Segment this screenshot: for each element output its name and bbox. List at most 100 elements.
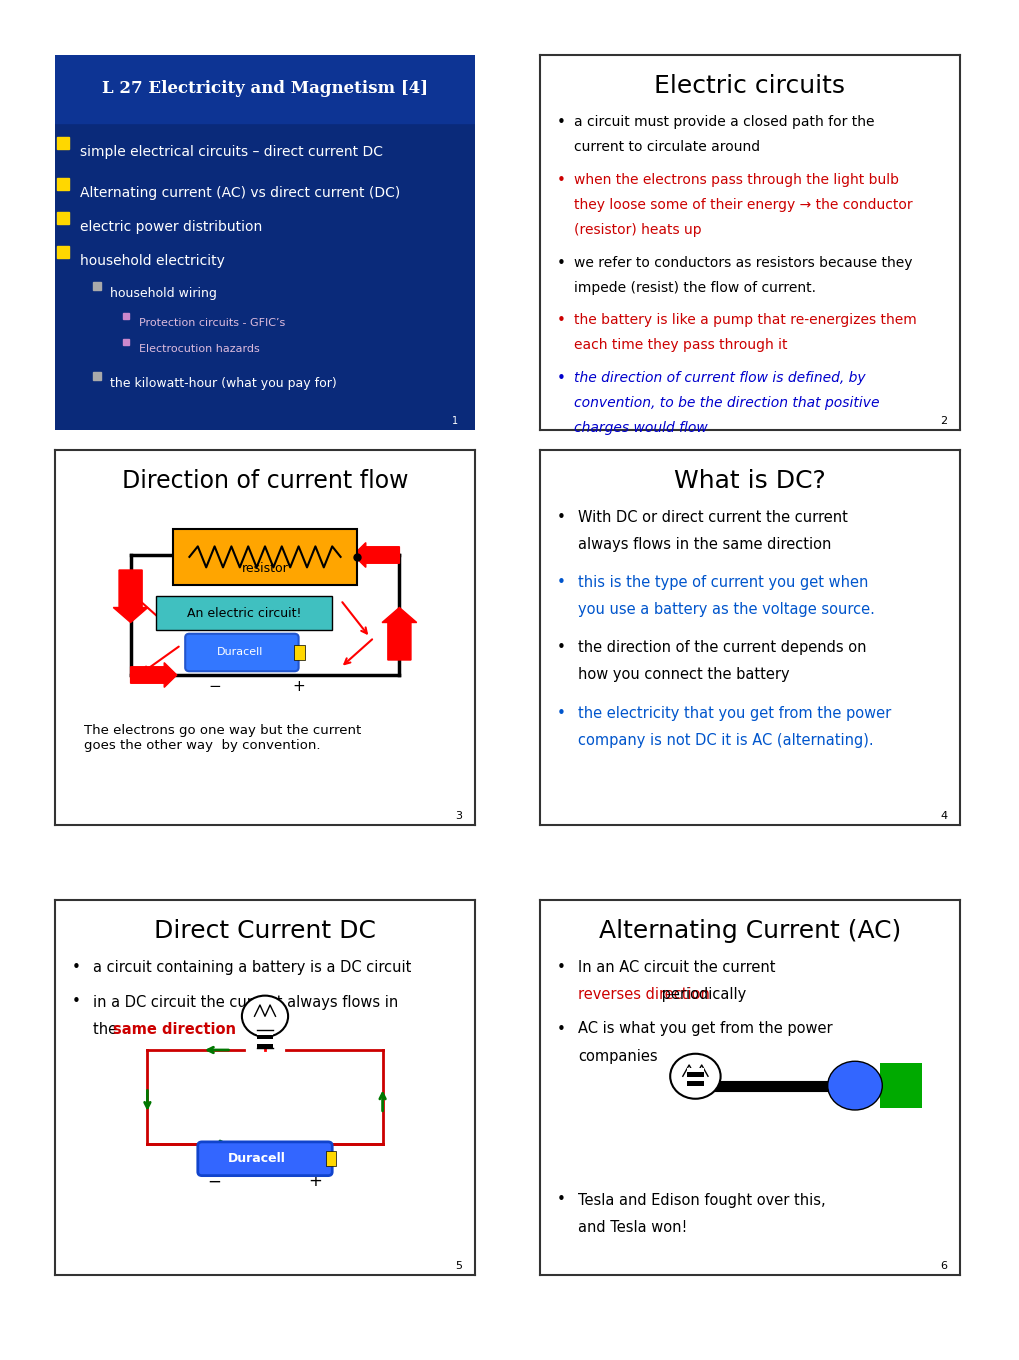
FancyArrow shape: [130, 662, 176, 687]
Text: −: −: [208, 679, 221, 694]
Text: 2: 2: [940, 416, 947, 426]
Text: companies: companies: [577, 1049, 657, 1064]
Text: Electrocution hazards: Electrocution hazards: [139, 344, 260, 354]
Text: •: •: [556, 706, 565, 721]
Text: electron flow.: electron flow.: [573, 479, 666, 494]
Bar: [257, 1039, 273, 1043]
Text: always flows in the same direction: always flows in the same direction: [577, 537, 830, 552]
Text: a circuit must provide a closed path for the: a circuit must provide a closed path for…: [573, 116, 873, 129]
Text: resistor: resistor: [242, 562, 288, 575]
Text: how you connect the battery: how you connect the battery: [577, 668, 789, 683]
FancyBboxPatch shape: [198, 1142, 332, 1175]
Text: reverses direction: reverses direction: [577, 987, 709, 1002]
Text: An electric circuit!: An electric circuit!: [186, 607, 301, 620]
Text: each time they pass through it: each time they pass through it: [573, 339, 787, 352]
Bar: [156, 596, 332, 630]
Text: periodically: periodically: [656, 987, 746, 1002]
Text: household wiring: household wiring: [109, 287, 216, 301]
Text: •: •: [556, 116, 565, 131]
Circle shape: [242, 996, 287, 1036]
Text: •: •: [556, 256, 565, 271]
Text: they loose some of their energy → the conductor: they loose some of their energy → the co…: [573, 197, 911, 212]
Text: 6: 6: [940, 1261, 947, 1272]
Text: •: •: [556, 371, 565, 386]
Text: L 27 Electricity and Magnetism [4]: L 27 Electricity and Magnetism [4]: [102, 80, 428, 98]
Text: this is the type of current you get when: this is the type of current you get when: [577, 575, 867, 590]
Text: charges would flow: charges would flow: [573, 422, 706, 435]
Text: •: •: [556, 575, 565, 590]
Text: •: •: [556, 454, 565, 469]
Text: electric power distribution: electric power distribution: [81, 220, 262, 234]
FancyBboxPatch shape: [185, 634, 299, 672]
Bar: [687, 1081, 703, 1085]
FancyArrow shape: [382, 608, 417, 660]
Text: +: +: [291, 679, 305, 694]
Bar: [687, 1072, 703, 1077]
Text: Duracell: Duracell: [227, 1152, 285, 1166]
Bar: [294, 645, 305, 660]
Text: •: •: [556, 313, 565, 328]
Text: 3: 3: [454, 812, 462, 821]
Text: convention, to be the direction that positive: convention, to be the direction that pos…: [573, 396, 878, 411]
Bar: [687, 1068, 703, 1072]
Bar: [172, 529, 357, 585]
Text: the direction of the current depends on: the direction of the current depends on: [577, 641, 865, 656]
Text: •: •: [556, 641, 565, 656]
Bar: [257, 1035, 273, 1039]
Text: •: •: [556, 173, 565, 188]
FancyArrow shape: [353, 543, 399, 567]
Bar: [326, 1152, 336, 1167]
Text: and Tesla won!: and Tesla won!: [577, 1220, 687, 1235]
Bar: [55, 54, 475, 122]
Text: Tesla and Edison fought over this,: Tesla and Edison fought over this,: [577, 1193, 824, 1208]
Text: (resistor) heats up: (resistor) heats up: [573, 223, 700, 237]
Text: the kilowatt-hour (what you pay for): the kilowatt-hour (what you pay for): [109, 378, 336, 390]
Text: the battery is like a pump that re-energizes them: the battery is like a pump that re-energ…: [573, 313, 915, 328]
Text: •: •: [556, 510, 565, 525]
Text: 5: 5: [454, 1261, 462, 1272]
Bar: [687, 1077, 703, 1081]
Bar: [257, 1043, 273, 1049]
Text: current to circulate around: current to circulate around: [573, 140, 759, 154]
Text: you use a battery as the voltage source.: you use a battery as the voltage source.: [577, 602, 874, 617]
Text: With DC or direct current the current: With DC or direct current the current: [577, 510, 847, 525]
Bar: [257, 1030, 273, 1035]
Text: Electric circuits: Electric circuits: [654, 73, 845, 98]
Text: 1: 1: [451, 416, 458, 426]
Text: the electricity that you get from the power: the electricity that you get from the po…: [577, 706, 891, 721]
Text: Protection circuits - GFIC’s: Protection circuits - GFIC’s: [139, 317, 285, 328]
Text: •: •: [71, 994, 81, 1009]
Circle shape: [669, 1054, 719, 1099]
Text: when the electrons pass through the light bulb: when the electrons pass through the ligh…: [573, 173, 898, 186]
Text: household electricity: household electricity: [81, 254, 225, 268]
Text: The electrons go one way but the current
goes the other way  by convention.: The electrons go one way but the current…: [85, 724, 362, 752]
Bar: [879, 1064, 921, 1108]
Text: +: +: [308, 1172, 322, 1190]
Text: it is the direction opposite to the direction of: it is the direction opposite to the dire…: [573, 454, 883, 468]
Text: we refer to conductors as resistors because they: we refer to conductors as resistors beca…: [573, 256, 911, 269]
Text: −: −: [208, 1172, 221, 1190]
Text: •: •: [556, 1021, 565, 1036]
Text: What is DC?: What is DC?: [674, 469, 825, 492]
Text: •: •: [556, 960, 565, 975]
Text: the direction of current flow is defined, by: the direction of current flow is defined…: [573, 371, 864, 385]
Text: •: •: [71, 960, 81, 975]
Text: AC is what you get from the power: AC is what you get from the power: [577, 1021, 832, 1036]
Text: Direct Current DC: Direct Current DC: [154, 919, 376, 942]
Text: the: the: [93, 1021, 121, 1036]
Text: Alternating current (AC) vs direct current (DC): Alternating current (AC) vs direct curre…: [81, 186, 400, 200]
Text: Duracell: Duracell: [216, 647, 263, 657]
Text: •: •: [556, 1193, 565, 1208]
Text: 4: 4: [940, 812, 947, 821]
Text: in a DC circuit the current always flows in: in a DC circuit the current always flows…: [93, 994, 397, 1009]
Text: company is not DC it is AC (alternating).: company is not DC it is AC (alternating)…: [577, 733, 872, 748]
Text: a circuit containing a battery is a DC circuit: a circuit containing a battery is a DC c…: [93, 960, 411, 975]
Text: Direction of current flow: Direction of current flow: [121, 469, 408, 492]
Circle shape: [826, 1061, 881, 1110]
Text: Alternating Current (AC): Alternating Current (AC): [598, 919, 900, 942]
FancyArrow shape: [113, 570, 148, 623]
Text: same direction: same direction: [113, 1021, 235, 1036]
Text: simple electrical circuits – direct current DC: simple electrical circuits – direct curr…: [81, 146, 383, 159]
Text: In an AC circuit the current: In an AC circuit the current: [577, 960, 780, 975]
Text: impede (resist) the flow of current.: impede (resist) the flow of current.: [573, 280, 815, 295]
